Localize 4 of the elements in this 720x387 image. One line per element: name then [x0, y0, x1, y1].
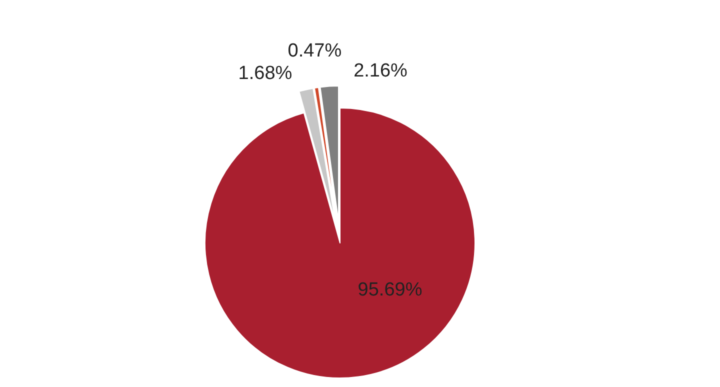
data-label: 1.68%: [238, 63, 292, 84]
data-label: 0.47%: [288, 40, 342, 62]
data-label: 95.69%: [358, 280, 422, 300]
data-label: 2.16%: [354, 60, 408, 82]
